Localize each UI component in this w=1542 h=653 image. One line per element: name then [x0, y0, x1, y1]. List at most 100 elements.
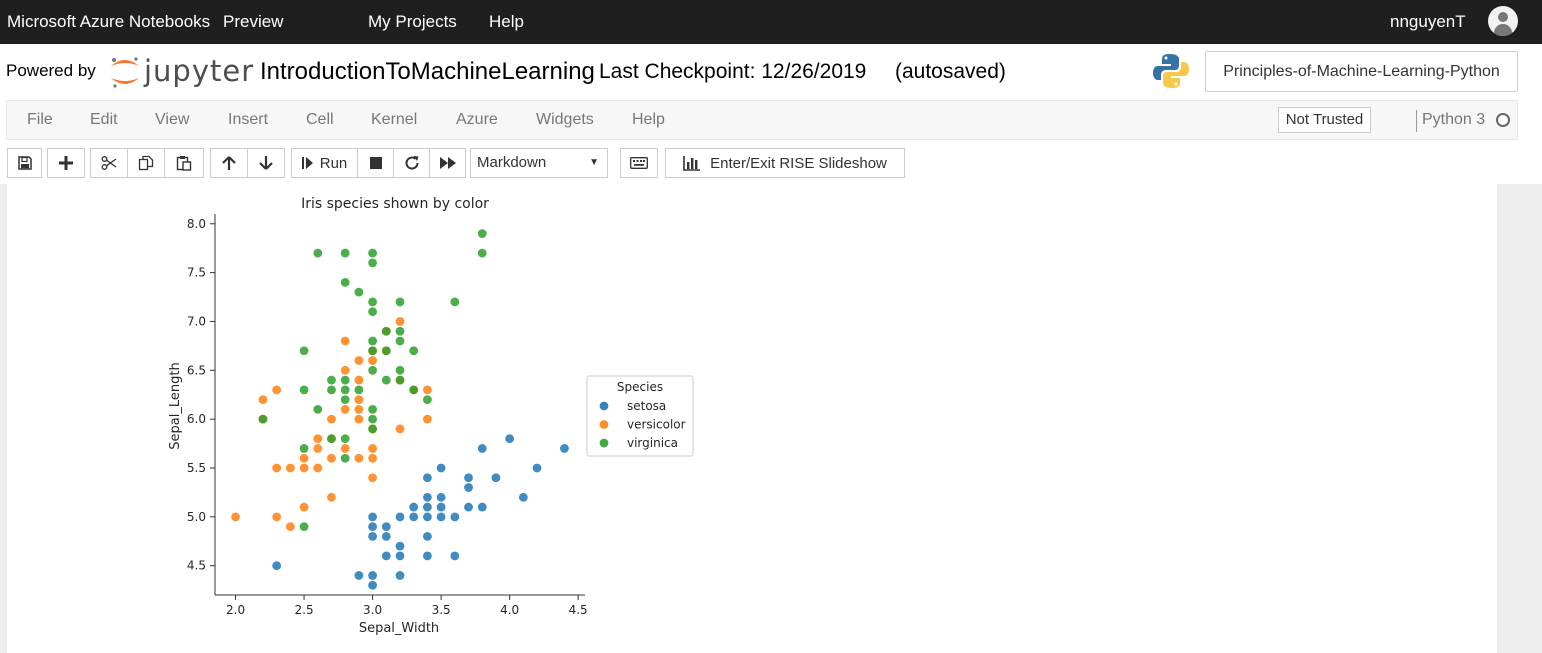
- data-point-setosa: [436, 463, 446, 473]
- data-point-virginica: [395, 336, 405, 346]
- data-point-versicolor: [395, 317, 405, 326]
- cell-type-value: Markdown: [477, 154, 547, 171]
- data-point-versicolor: [313, 444, 323, 453]
- powered-by-label: Powered by: [6, 61, 96, 80]
- restart-kernel-button[interactable]: [393, 148, 430, 178]
- azure-brand[interactable]: Microsoft Azure Notebooks: [7, 12, 211, 31]
- data-point-virginica: [423, 395, 432, 405]
- bar-chart-icon: [683, 156, 701, 171]
- data-point-versicolor: [258, 395, 268, 405]
- data-point-virginica: [327, 375, 336, 385]
- y-tick-label: 5.0: [187, 510, 206, 524]
- user-icon[interactable]: [1488, 6, 1518, 36]
- run-button[interactable]: Run: [291, 148, 358, 178]
- data-point-setosa: [532, 463, 542, 473]
- move-up-button[interactable]: [210, 148, 248, 178]
- data-point-versicolor: [299, 502, 309, 512]
- save-button[interactable]: [7, 148, 42, 178]
- not-trusted-button[interactable]: Not Trusted: [1278, 107, 1371, 133]
- project-button[interactable]: Principles-of-Machine-Learning-Python: [1205, 51, 1518, 92]
- data-point-virginica: [299, 444, 309, 453]
- data-point-setosa: [491, 473, 501, 483]
- data-point-setosa: [409, 512, 419, 522]
- help-link[interactable]: Help: [489, 12, 524, 31]
- menu-cell[interactable]: Cell: [306, 111, 334, 128]
- data-point-virginica: [368, 414, 377, 424]
- menu-kernel[interactable]: Kernel: [371, 111, 418, 128]
- copy-button[interactable]: [127, 148, 165, 178]
- username[interactable]: nnguyenT: [1390, 12, 1466, 31]
- legend-marker-setosa: [599, 401, 609, 411]
- notebook-name[interactable]: IntroductionToMachineLearning: [260, 58, 595, 85]
- data-point-virginica: [368, 365, 377, 375]
- data-point-virginica: [368, 307, 377, 317]
- data-point-setosa: [354, 571, 364, 580]
- data-point-setosa: [381, 531, 391, 541]
- data-point-virginica: [477, 248, 487, 258]
- jupyter-logo-icon: [111, 57, 139, 88]
- data-point-virginica: [368, 258, 377, 268]
- data-point-setosa: [272, 561, 282, 571]
- jupyter-logo[interactable]: jupyter: [108, 52, 253, 92]
- kernel-name[interactable]: Python 3: [1422, 111, 1486, 128]
- data-point-setosa: [395, 512, 405, 522]
- restart-run-all-button[interactable]: [429, 148, 466, 178]
- menu-widgets[interactable]: Widgets: [536, 111, 594, 128]
- legend-label-setosa: setosa: [627, 399, 666, 413]
- data-point-versicolor: [299, 463, 309, 473]
- arrow-down-icon: [259, 156, 273, 170]
- data-point-setosa: [368, 522, 377, 532]
- data-point-virginica: [340, 375, 350, 385]
- cut-button[interactable]: [90, 148, 128, 178]
- y-axis-label: Sepal_Length: [168, 362, 183, 449]
- command-palette-button[interactable]: [620, 148, 658, 178]
- data-point-virginica: [450, 297, 460, 307]
- cell-output-area: Iris species shown by color 2.0 2.5 3.0 3.5 4…: [7, 184, 1497, 653]
- x-tick-label: 4.0: [500, 603, 519, 617]
- notebook-left-gutter: [0, 184, 7, 653]
- data-point-virginica: [340, 277, 350, 287]
- menu-edit[interactable]: Edit: [90, 111, 118, 128]
- menu-azure[interactable]: Azure: [456, 111, 498, 128]
- plus-icon: [59, 156, 73, 170]
- data-point-virginica: [395, 365, 405, 375]
- insert-cell-button[interactable]: [47, 148, 85, 178]
- menu-file[interactable]: File: [27, 111, 53, 128]
- refresh-icon: [405, 156, 419, 170]
- data-point-versicolor: [368, 473, 377, 483]
- my-projects-link[interactable]: My Projects: [368, 12, 457, 31]
- fast-forward-icon: [439, 157, 456, 169]
- legend-marker-virginica: [599, 438, 609, 448]
- data-point-setosa: [436, 502, 446, 512]
- data-point-setosa: [423, 551, 432, 561]
- menu-help[interactable]: Help: [632, 111, 665, 128]
- data-point-virginica: [395, 375, 405, 385]
- cell-type-select[interactable]: Markdown ▼: [470, 148, 608, 178]
- menu-insert[interactable]: Insert: [228, 111, 269, 128]
- data-point-versicolor: [340, 336, 350, 346]
- data-point-setosa: [436, 492, 446, 502]
- x-tick-label: 3.0: [363, 603, 382, 617]
- menu-view[interactable]: View: [155, 111, 190, 128]
- data-point-virginica: [368, 336, 377, 346]
- preview-label: Preview: [223, 12, 284, 31]
- x-tick-label: 2.0: [226, 603, 245, 617]
- paste-button[interactable]: [164, 148, 204, 178]
- rise-slideshow-button[interactable]: Enter/Exit RISE Slideshow: [665, 148, 905, 178]
- move-down-button[interactable]: [247, 148, 285, 178]
- data-point-versicolor: [272, 385, 282, 395]
- data-point-versicolor: [313, 463, 323, 473]
- notebook-right-gutter: [1497, 184, 1542, 653]
- data-point-setosa: [368, 512, 377, 522]
- data-point-virginica: [381, 346, 391, 356]
- data-point-setosa: [395, 551, 405, 561]
- data-point-versicolor: [354, 395, 364, 405]
- data-point-setosa: [368, 531, 377, 541]
- azure-top-bar: Microsoft Azure Notebooks Preview My Pro…: [0, 0, 1542, 44]
- data-point-versicolor: [354, 375, 364, 385]
- data-point-versicolor: [327, 453, 336, 463]
- data-point-virginica: [299, 385, 309, 395]
- interrupt-kernel-button[interactable]: [357, 148, 394, 178]
- data-point-virginica: [381, 375, 391, 385]
- autosave-status: (autosaved): [895, 60, 1006, 83]
